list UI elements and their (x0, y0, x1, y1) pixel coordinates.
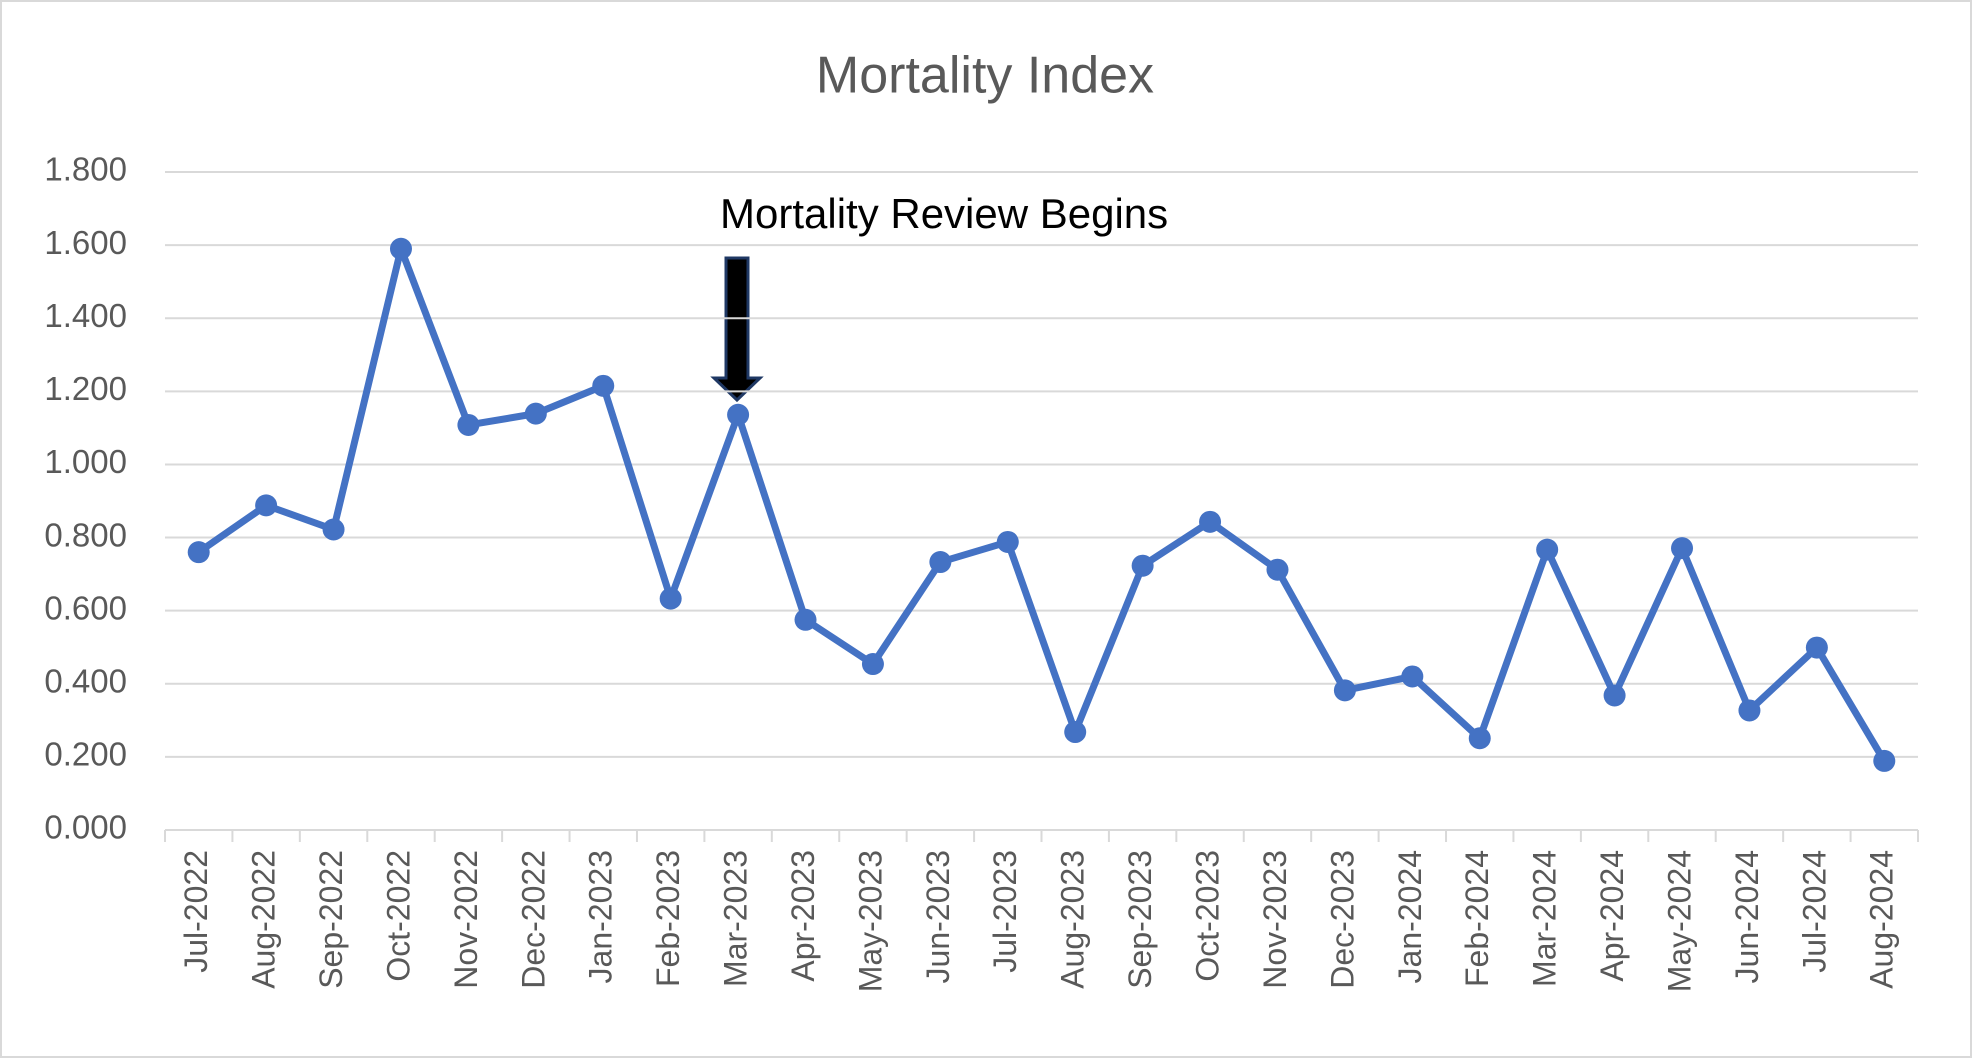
x-tick-label: Mar-2024 (1527, 850, 1563, 987)
point (1805, 636, 1828, 659)
x-tick-label: Jul-2022 (178, 850, 214, 973)
x-tick-label: Feb-2023 (650, 850, 686, 987)
x-tick-label: Aug-2022 (246, 850, 282, 989)
point (1401, 665, 1424, 688)
x-tick-label: Jan-2023 (583, 850, 619, 983)
x-tick-label: Nov-2023 (1257, 850, 1293, 989)
x-tick-label: Mar-2023 (718, 850, 754, 987)
y-tick-label: 1.400 (44, 297, 127, 334)
x-tick-label: Jul-2023 (987, 850, 1023, 973)
point (1738, 699, 1761, 722)
point (457, 413, 480, 436)
point (592, 374, 615, 397)
x-tick-label: Oct-2022 (380, 850, 416, 982)
point (794, 608, 817, 631)
y-tick-label: 0.800 (44, 516, 127, 553)
y-tick-label: 0.000 (44, 809, 127, 846)
point (996, 530, 1019, 553)
x-tick-label: Sep-2023 (1122, 850, 1158, 989)
y-tick-label: 1.600 (44, 224, 127, 261)
chart-title: Mortality Index (816, 47, 1154, 105)
x-tick-label: Apr-2024 (1594, 850, 1630, 982)
x-tick-label: Jul-2024 (1796, 850, 1832, 973)
point (861, 653, 884, 676)
point (1131, 554, 1154, 577)
point (389, 237, 412, 260)
x-tick-label: Aug-2024 (1864, 850, 1900, 989)
point (1266, 558, 1289, 581)
annotation-arrow (710, 256, 764, 403)
point (727, 403, 750, 426)
x-tick-label: Nov-2022 (448, 850, 484, 989)
x-tick-label: Jun-2023 (920, 850, 956, 983)
x-tick-label: Jan-2024 (1392, 850, 1428, 983)
point (524, 402, 547, 425)
point (255, 494, 278, 517)
y-tick-label: 1.000 (44, 443, 127, 480)
x-tick-label: May-2023 (852, 850, 888, 992)
point (659, 587, 682, 610)
x-tick-label: Dec-2023 (1324, 850, 1360, 989)
y-tick-label: 1.800 (44, 151, 127, 188)
y-tick-label: 0.400 (44, 662, 127, 699)
point (1873, 749, 1896, 772)
line (196, 245, 1888, 763)
y-tick-label: 1.200 (44, 370, 127, 407)
annotation: Mortality Review Begins (720, 190, 1168, 237)
point (1603, 684, 1626, 707)
x-tick-label: May-2024 (1661, 850, 1697, 992)
point (322, 518, 345, 541)
x-tick-label: Sep-2022 (313, 850, 349, 989)
point (1064, 721, 1087, 744)
x-tick-label: Oct-2023 (1190, 850, 1226, 982)
y-tick-label: 0.600 (44, 589, 127, 626)
x-tick-label: Dec-2022 (515, 850, 551, 989)
point (187, 541, 210, 564)
x-tick-label: Jun-2024 (1729, 850, 1765, 983)
x-tick-label: Feb-2024 (1459, 850, 1495, 987)
point (1333, 679, 1356, 702)
point (929, 551, 952, 574)
y-tick-label: 0.200 (44, 736, 127, 773)
point (1468, 727, 1491, 750)
point (1671, 537, 1694, 560)
point (1199, 510, 1222, 533)
x-tick-label: Apr-2023 (785, 850, 821, 982)
x-tick-label: Aug-2023 (1055, 850, 1091, 989)
point (1536, 538, 1559, 561)
